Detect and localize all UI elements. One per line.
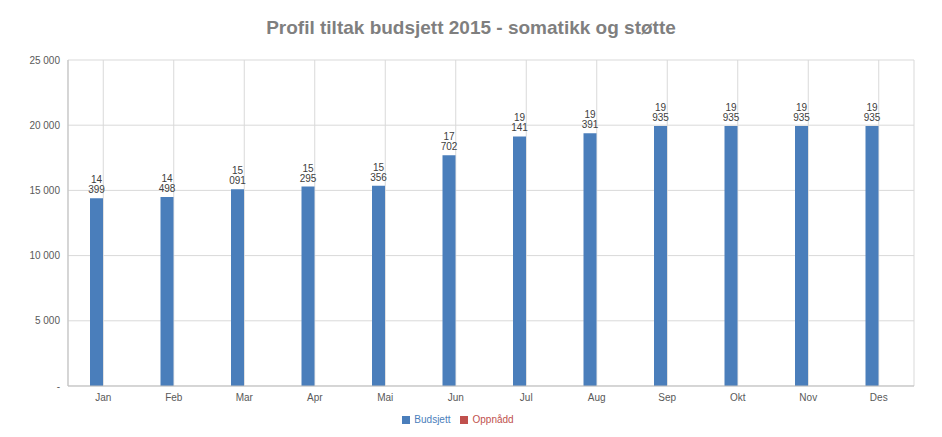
svg-text:Okt: Okt: [730, 392, 746, 403]
svg-text:14498: 14498: [159, 173, 176, 194]
svg-text:17702: 17702: [441, 131, 458, 152]
html-text:Oppnådd: Oppnådd: [472, 414, 514, 425]
svg-text:Nov: Nov: [799, 392, 817, 403]
svg-text:15295: 15295: [300, 163, 317, 184]
svg-text:Mai: Mai: [377, 392, 393, 403]
svg-text:Aug: Aug: [588, 392, 606, 403]
svg-text:25 000: 25 000: [29, 55, 60, 66]
svg-text:19391: 19391: [582, 109, 599, 130]
svg-text:Feb: Feb: [165, 392, 183, 403]
svg-text:19935: 19935: [864, 102, 881, 123]
svg-text:19935: 19935: [793, 102, 810, 123]
svg-text:19935: 19935: [723, 102, 740, 123]
svg-text:Jul: Jul: [520, 392, 533, 403]
svg-text:-: -: [57, 381, 60, 392]
svg-text:Jan: Jan: [95, 392, 111, 403]
svg-text:15 000: 15 000: [29, 185, 60, 196]
svg-text:19141: 19141: [511, 112, 528, 133]
svg-text:20 000: 20 000: [29, 120, 60, 131]
svg-text:5 000: 5 000: [35, 315, 60, 326]
svg-text:Sep: Sep: [658, 392, 676, 403]
svg-text:10 000: 10 000: [29, 250, 60, 261]
html-text:Budsjett: Budsjett: [414, 414, 451, 425]
svg-text:Apr: Apr: [307, 392, 323, 403]
svg-text:Des: Des: [870, 392, 888, 403]
svg-text:Jun: Jun: [448, 392, 464, 403]
svg-text:15091: 15091: [229, 165, 246, 186]
svg-text:15356: 15356: [370, 162, 387, 183]
svg-text:19935: 19935: [652, 102, 669, 123]
svg-text:Mar: Mar: [236, 392, 254, 403]
html-text:Profil tiltak budsjett 2015 -: Profil tiltak budsjett 2015 - somatikk o…: [266, 17, 676, 38]
svg-text:14399: 14399: [88, 174, 105, 195]
